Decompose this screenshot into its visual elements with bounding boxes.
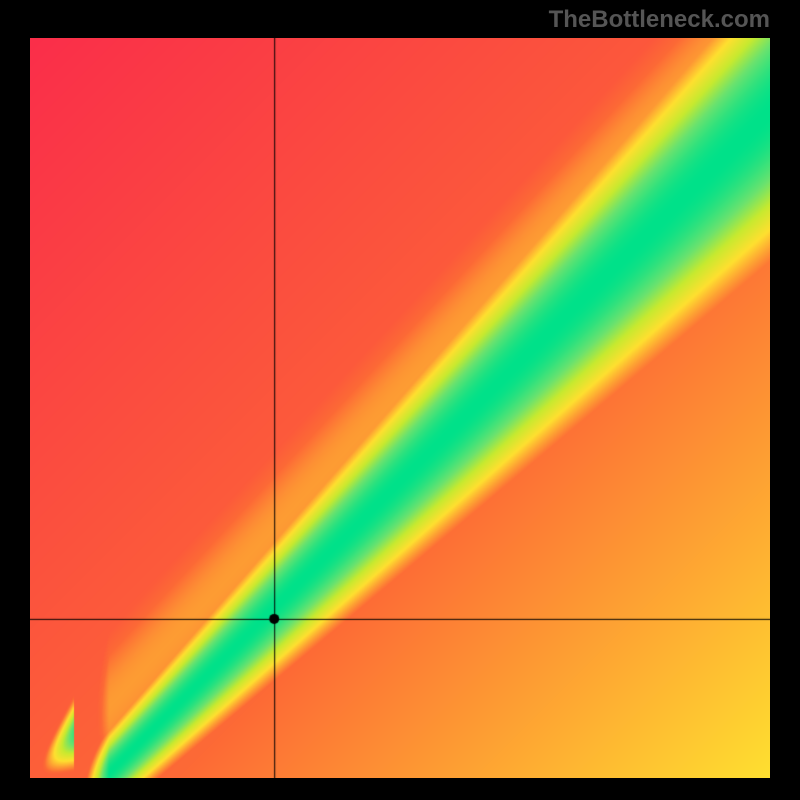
heatmap-canvas [30,38,770,778]
chart-frame: TheBottleneck.com [0,0,800,800]
plot-area [30,38,770,778]
watermark-text: TheBottleneck.com [549,6,770,34]
